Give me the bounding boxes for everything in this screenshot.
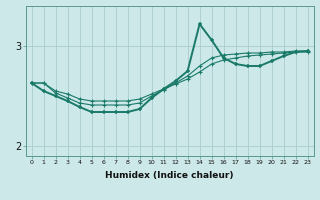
X-axis label: Humidex (Indice chaleur): Humidex (Indice chaleur)	[105, 171, 234, 180]
